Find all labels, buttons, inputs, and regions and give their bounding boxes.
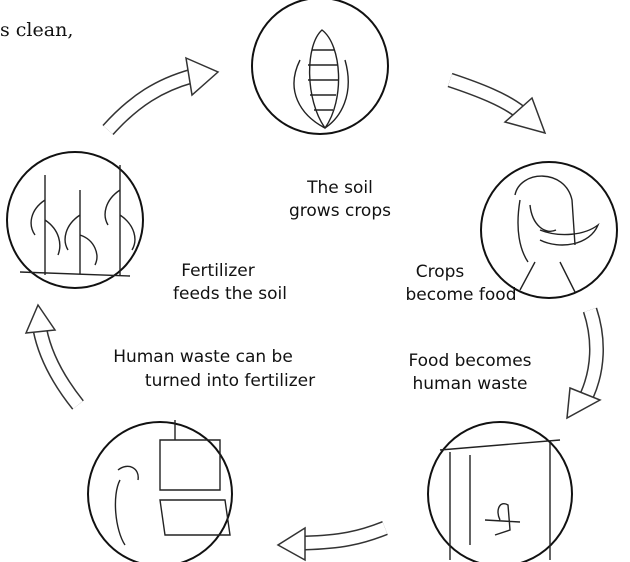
node-label: grows crops [289, 201, 391, 221]
arrow [108, 58, 218, 130]
node-label: Food becomes [408, 351, 531, 371]
fertilizer-illustration [7, 152, 143, 288]
node-label: feeds the soil [173, 284, 287, 304]
arrow [450, 80, 545, 133]
arrow [278, 528, 385, 560]
soil-crops-illustration [252, 0, 388, 134]
node-label: human waste [412, 374, 527, 394]
arrow [26, 305, 78, 405]
compost-illustration [88, 420, 232, 562]
node-label: Crops [416, 262, 465, 282]
diagram: s clean, The soil grows [0, 0, 630, 562]
arrow [567, 310, 600, 418]
node-label: Fertilizer [181, 261, 255, 281]
food-illustration [481, 162, 617, 298]
node-label: become food [406, 285, 517, 305]
node-label: turned into fertilizer [145, 371, 315, 391]
node-label: Human waste can be [113, 347, 293, 367]
node-label: The soil [306, 178, 373, 198]
header-fragment: s clean, [0, 19, 73, 41]
latrine-illustration [428, 422, 572, 562]
